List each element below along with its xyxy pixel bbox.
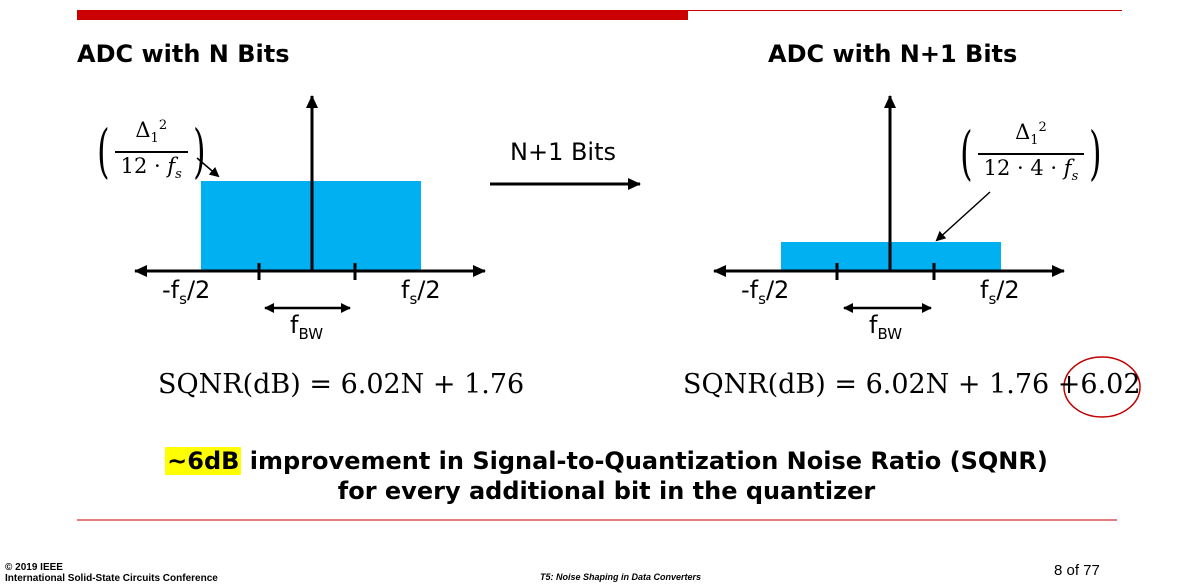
right-sqnr-equation: SQNR(dB) = 6.02N + 1.76 +6.02: [683, 369, 1141, 400]
right-paren-open: (: [960, 118, 973, 187]
left-psd-fraction: ( Δ12 12 · fs ): [92, 114, 210, 188]
conclusion-line-1: ~6dB improvement in Signal-to-Quantizati…: [165, 447, 1048, 475]
right-psd-numerator: Δ12: [1015, 120, 1047, 149]
left-psd-numerator: Δ12: [135, 118, 168, 147]
right-panel-title: ADC with N+1 Bits: [768, 40, 1018, 68]
left-neg-fs-label: -fs/2: [162, 276, 211, 308]
left-fbw-label: fBW: [290, 311, 324, 343]
title-accent-bar: [77, 10, 688, 20]
transition-label: N+1 Bits: [510, 138, 617, 166]
title-rule: [688, 10, 1122, 11]
right-paren-close: ): [1089, 118, 1102, 187]
left-panel-title: ADC with N Bits: [77, 40, 290, 68]
footer-conference: International Solid-State Circuits Confe…: [5, 573, 218, 584]
right-psd-denominator: 12 · 4 · fs: [983, 155, 1079, 184]
left-paren-open: (: [97, 116, 110, 185]
highlighted-6db: ~6dB: [165, 447, 242, 475]
left-paren-close: ): [192, 116, 206, 185]
page-number: 8 of 77: [1054, 562, 1100, 579]
footer-session: T5: Noise Shaping in Data Converters: [540, 572, 702, 582]
conclusion-line-2: for every additional bit in the quantize…: [337, 477, 876, 505]
left-psd-pointer-arrow: [196, 157, 220, 178]
right-psd-fraction: ( Δ12 12 · 4 · fs ): [955, 116, 1107, 190]
left-pos-fs-label: fs/2: [401, 276, 441, 308]
right-psd-pointer-arrow: [935, 191, 991, 242]
added-term: 6.02: [1080, 369, 1141, 400]
added-term-circle: [1063, 356, 1141, 418]
left-psd-denominator: 12 · fs: [120, 153, 182, 182]
left-sqnr-equation: SQNR(dB) = 6.02N + 1.76: [158, 369, 525, 400]
right-neg-fs-label: -fs/2: [741, 276, 790, 308]
right-fbw-label: fBW: [869, 311, 903, 343]
right-pos-fs-label: fs/2: [980, 276, 1020, 308]
footer-copyright: © 2019 IEEE: [5, 562, 63, 573]
